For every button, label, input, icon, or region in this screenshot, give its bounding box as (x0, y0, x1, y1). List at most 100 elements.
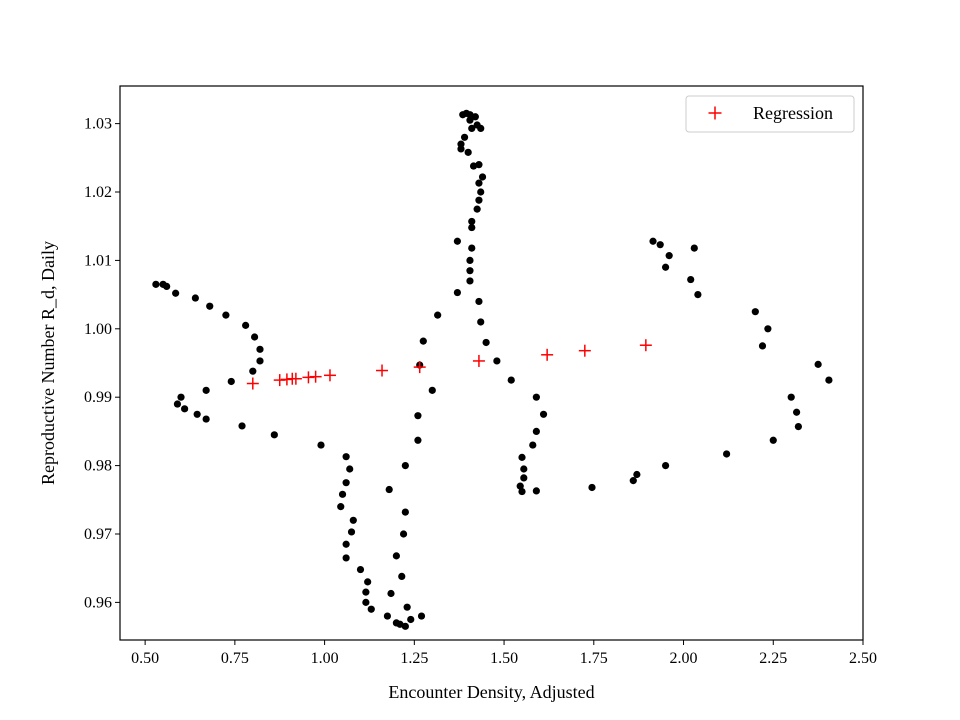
data-point (475, 196, 483, 204)
data-point (475, 179, 483, 187)
data-point (172, 289, 180, 297)
data-point (629, 477, 637, 485)
data-point (769, 436, 777, 444)
data-point (466, 277, 474, 285)
data-point (468, 244, 476, 252)
data-point (392, 552, 400, 560)
regression-point (472, 354, 485, 367)
data-point (342, 554, 350, 562)
legend-plus-marker (708, 106, 722, 120)
y-axis-label: Reproductive Number R_d, Daily (38, 241, 58, 485)
x-tick-label: 1.50 (490, 650, 518, 667)
data-point (173, 400, 182, 408)
data-point (532, 487, 540, 495)
data-point (764, 325, 772, 333)
data-point (419, 337, 427, 345)
data-marks (152, 109, 833, 630)
regression-point (376, 364, 389, 377)
y-tick-label: 1.02 (84, 184, 112, 201)
data-point (529, 441, 537, 449)
data-point (661, 263, 670, 271)
data-point (475, 297, 483, 306)
data-point (428, 386, 436, 394)
y-tick-label: 0.96 (84, 594, 112, 611)
data-point (346, 465, 354, 473)
data-point (349, 516, 357, 524)
data-point (163, 282, 171, 290)
data-point (356, 565, 365, 574)
data-point (251, 333, 259, 341)
data-point (532, 393, 540, 401)
data-point (387, 589, 395, 598)
legend: Regression (685, 95, 855, 133)
data-point (385, 485, 393, 494)
regression-point (246, 377, 259, 390)
data-point (656, 241, 664, 249)
x-tick-label: 0.75 (221, 650, 249, 667)
data-point (434, 311, 442, 319)
data-point (532, 427, 540, 435)
regression-point (309, 370, 322, 383)
data-point (407, 615, 415, 624)
data-point (507, 376, 515, 384)
data-point (317, 441, 325, 449)
data-point (690, 244, 698, 252)
data-point (193, 410, 201, 418)
data-point (466, 256, 474, 265)
y-tick-label: 1.01 (84, 252, 112, 269)
data-point (270, 431, 278, 439)
data-point (787, 393, 795, 401)
data-point (475, 161, 483, 169)
x-tick-label: 2.00 (670, 650, 698, 667)
x-tick-label: 0.50 (131, 650, 159, 667)
data-point (758, 342, 767, 350)
data-point (723, 450, 731, 458)
data-point (457, 140, 465, 148)
data-point (181, 405, 189, 413)
data-point (152, 280, 160, 288)
y-axis: 0.96 0.97 0.98 0.99 1.00 1.01 1.02 1.03 (84, 116, 120, 611)
regression-point (639, 339, 652, 352)
data-point (471, 113, 479, 121)
y-tick-label: 1.00 (84, 321, 112, 338)
legend-label-regression: Regression (753, 103, 833, 123)
data-point (469, 162, 478, 170)
data-point (473, 121, 481, 129)
x-tick-label: 1.00 (311, 650, 339, 667)
data-point (453, 237, 462, 245)
data-point (751, 308, 759, 316)
data-point (256, 345, 264, 353)
data-point (466, 267, 474, 275)
y-tick-label: 0.99 (84, 389, 112, 406)
y-tick-label: 0.97 (84, 526, 112, 543)
data-point (661, 461, 670, 470)
data-point (362, 588, 370, 596)
data-point (694, 291, 702, 299)
x-axis-label: Encounter Density, Adjusted (388, 682, 594, 702)
data-point (177, 393, 185, 401)
data-point (342, 479, 350, 487)
data-point (202, 386, 210, 394)
data-point (464, 148, 472, 156)
data-point (403, 603, 411, 611)
data-point (398, 572, 406, 580)
data-point (633, 470, 641, 479)
data-point (468, 217, 476, 226)
data-point (794, 423, 802, 431)
data-point (468, 223, 476, 232)
data-point (202, 415, 210, 423)
data-point (401, 461, 409, 470)
legend-box (685, 95, 855, 133)
data-point (342, 453, 350, 461)
data-point (342, 540, 350, 548)
data-point (338, 490, 347, 498)
regression-point (541, 348, 554, 361)
data-point (362, 598, 370, 606)
data-point (414, 436, 422, 444)
data-point (347, 528, 356, 536)
data-point (468, 124, 476, 133)
data-point (399, 530, 408, 538)
data-point (473, 205, 481, 213)
data-point (493, 357, 501, 365)
x-axis: 0.50 0.75 1.00 1.25 1.50 1.75 2.00 2.25 2.50 (131, 640, 877, 667)
